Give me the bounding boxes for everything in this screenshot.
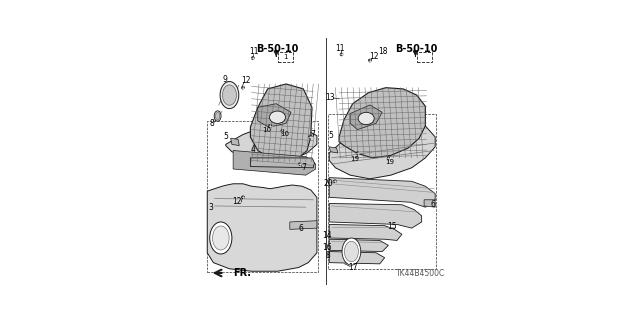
Ellipse shape <box>223 85 236 105</box>
Polygon shape <box>230 138 239 146</box>
Polygon shape <box>329 147 338 153</box>
Ellipse shape <box>212 226 229 250</box>
Text: 19: 19 <box>350 156 359 162</box>
Text: 5: 5 <box>223 132 228 141</box>
Text: 1: 1 <box>284 54 288 60</box>
Ellipse shape <box>216 113 220 119</box>
Text: 7: 7 <box>301 163 306 172</box>
Ellipse shape <box>214 111 221 121</box>
Polygon shape <box>339 88 426 158</box>
Circle shape <box>241 196 244 199</box>
Circle shape <box>369 59 371 62</box>
Text: 12: 12 <box>241 76 250 85</box>
Polygon shape <box>207 184 317 271</box>
Text: 8: 8 <box>210 119 214 128</box>
Text: B-50-10: B-50-10 <box>396 44 438 54</box>
Text: 20: 20 <box>324 179 333 188</box>
Text: 4: 4 <box>250 145 255 154</box>
Polygon shape <box>250 84 312 162</box>
Text: 9: 9 <box>223 75 227 84</box>
Circle shape <box>269 124 271 127</box>
Text: 6: 6 <box>430 200 435 209</box>
Polygon shape <box>258 104 291 127</box>
Circle shape <box>252 57 254 60</box>
Text: 14: 14 <box>323 231 332 240</box>
Text: 15: 15 <box>387 222 397 231</box>
Ellipse shape <box>220 82 239 108</box>
Ellipse shape <box>342 238 361 265</box>
Text: 10: 10 <box>280 132 289 138</box>
Ellipse shape <box>210 222 232 254</box>
Polygon shape <box>226 124 317 162</box>
Text: 19: 19 <box>385 159 395 165</box>
Text: 18: 18 <box>379 47 388 56</box>
Polygon shape <box>350 105 382 130</box>
Text: 16: 16 <box>323 243 332 252</box>
Text: 3: 3 <box>209 203 213 212</box>
Polygon shape <box>233 150 316 175</box>
Polygon shape <box>329 252 385 264</box>
Polygon shape <box>329 239 388 252</box>
Text: 5: 5 <box>328 131 333 140</box>
Circle shape <box>387 157 390 159</box>
Text: 11: 11 <box>335 44 345 53</box>
Circle shape <box>281 129 284 132</box>
Circle shape <box>241 86 244 89</box>
Text: 12: 12 <box>369 52 379 61</box>
Text: 7: 7 <box>311 130 316 139</box>
Text: TK44B4500C: TK44B4500C <box>396 269 445 278</box>
Ellipse shape <box>344 241 358 262</box>
Ellipse shape <box>269 111 285 124</box>
FancyBboxPatch shape <box>417 52 432 62</box>
Text: 6: 6 <box>298 224 303 233</box>
FancyBboxPatch shape <box>278 52 292 62</box>
Polygon shape <box>250 158 314 168</box>
Polygon shape <box>329 224 402 240</box>
Text: 13: 13 <box>326 93 335 102</box>
Circle shape <box>340 53 343 56</box>
Ellipse shape <box>358 112 374 124</box>
Text: 12: 12 <box>232 196 242 205</box>
Circle shape <box>333 180 337 183</box>
Polygon shape <box>329 204 422 228</box>
Circle shape <box>356 152 359 154</box>
Text: 17: 17 <box>348 263 358 272</box>
Circle shape <box>298 163 301 165</box>
Polygon shape <box>329 116 435 179</box>
Text: 11: 11 <box>250 47 259 56</box>
Circle shape <box>308 136 311 138</box>
Text: 10: 10 <box>262 127 271 132</box>
Polygon shape <box>290 221 317 229</box>
Text: B-50-10: B-50-10 <box>256 44 299 54</box>
Text: 8: 8 <box>326 251 330 260</box>
Polygon shape <box>424 200 435 207</box>
Text: FR.: FR. <box>233 268 251 278</box>
Polygon shape <box>329 178 435 207</box>
